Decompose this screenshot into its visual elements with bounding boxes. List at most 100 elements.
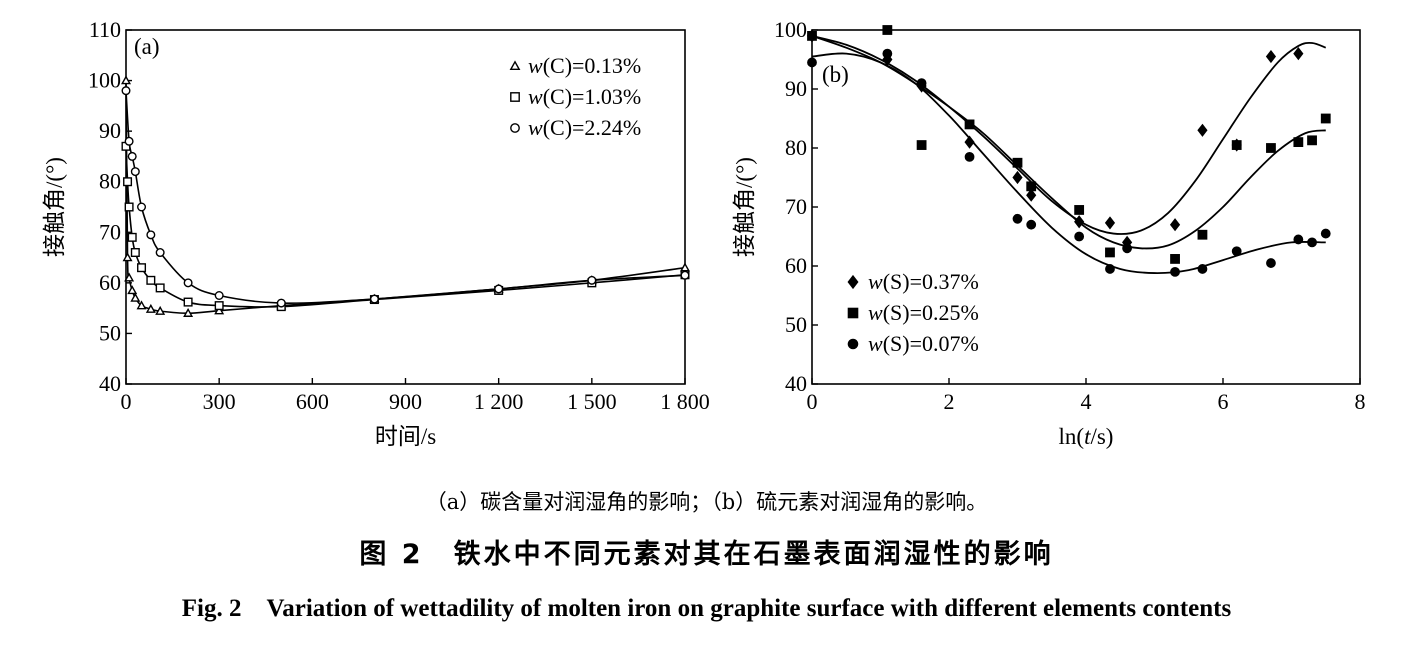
y-tick-label: 90: [99, 118, 121, 143]
data-point: [1320, 228, 1331, 239]
data-point: [124, 202, 134, 212]
figure: 0 300 600 900 1 200 1 500 1 800405060708090100…: [42, 17, 1366, 449]
series-3: [807, 48, 1331, 277]
series-3: [121, 86, 690, 308]
data-point: [127, 285, 138, 295]
y-tick-label: 60: [99, 270, 121, 295]
y-axis-label: 接触角/(°): [42, 157, 67, 257]
x-tick-label: 2: [944, 389, 955, 414]
data-point: [1197, 229, 1208, 240]
x-axis-label: ln(t/s): [1059, 424, 1114, 449]
data-point: [369, 294, 379, 304]
data-point: [276, 298, 286, 308]
x-tick-label: 0: [807, 389, 818, 414]
data-point: [146, 275, 156, 285]
chart-a: 0 300 600 900 1 200 1 500 1 800 40 50 60 70 80 90 100…: [42, 17, 710, 449]
data-point: [1122, 243, 1133, 254]
y-tick-label: 70: [99, 219, 121, 244]
x-axis-label: 时间/s: [375, 424, 436, 449]
fit-curve: [811, 35, 1326, 250]
data-point: [1026, 219, 1037, 230]
data-point: [1012, 170, 1023, 185]
data-point: [121, 86, 131, 96]
y-tick-label: 40: [99, 371, 121, 396]
data-point: [1026, 181, 1037, 192]
data-point: [1026, 188, 1037, 202]
data-point: [130, 248, 140, 258]
data-point: [807, 57, 817, 68]
data-point: [964, 119, 975, 130]
data-point: [155, 283, 165, 293]
data-point: [1074, 231, 1085, 242]
data-point: [916, 78, 927, 89]
data-point: [1266, 258, 1276, 268]
data-point: [680, 262, 690, 272]
legend-marker: [510, 123, 520, 133]
legend-marker: [510, 92, 520, 102]
data-point: [1293, 137, 1304, 147]
legend-entry: w(S)=0.07%: [868, 331, 979, 356]
figure-title-zh: 图 2 铁水中不同元素对其在石墨表面润湿性的影响: [359, 539, 1054, 570]
data-point: [1170, 254, 1180, 264]
data-point: [1170, 266, 1180, 277]
legend-entry: w(C)=1.03%: [528, 84, 641, 109]
data-point: [155, 305, 166, 315]
data-point: [1265, 49, 1277, 64]
subcaption: （a）碳含量对润湿角的影响；（b）硫元素对润湿角的影响。: [425, 490, 988, 514]
x-tick-label: 900: [389, 389, 422, 414]
y-tick-label: 60: [785, 253, 807, 278]
data-point: [127, 232, 137, 242]
data-point: [155, 248, 165, 258]
data-point: [964, 151, 975, 162]
data-point: [1266, 143, 1276, 153]
x-tick-label: 1 500: [567, 389, 617, 414]
y-tick-label: 50: [99, 320, 121, 345]
data-point: [1012, 157, 1023, 168]
y-tick-label: 100: [88, 68, 121, 93]
series-2: [121, 141, 690, 312]
data-point: [1231, 140, 1242, 150]
data-point: [127, 151, 137, 161]
x-tick-label: 0: [121, 389, 132, 414]
y-tick-label: 70: [785, 194, 807, 219]
data-point: [183, 307, 194, 317]
x-tick-label: 600: [296, 389, 329, 414]
data-point: [1320, 113, 1331, 124]
data-point: [916, 140, 927, 150]
x-tick-label: 4: [1081, 389, 1092, 414]
figure-title-en: Fig. 2 Variation of wettadility of molte…: [181, 595, 1232, 622]
data-point: [1104, 216, 1116, 230]
data-point: [1012, 213, 1023, 224]
data-point: [130, 292, 141, 302]
data-point: [1197, 264, 1208, 274]
data-point: [680, 270, 690, 280]
y-tick-label: 90: [785, 76, 807, 101]
data-point: [124, 272, 135, 282]
data-point: [137, 263, 147, 273]
data-point: [882, 25, 893, 35]
panel-label: (b): [822, 62, 849, 87]
data-point: [807, 31, 817, 41]
chart-b: 0 2 4 6 8 40 50 60 70 80 90 100 ln(t/s) 接触角/(°) (b) w(S…: [732, 17, 1366, 449]
data-point: [145, 303, 156, 313]
legend-entry: w(C)=2.24%: [528, 115, 641, 140]
series-1: [806, 29, 1327, 250]
data-point: [1307, 237, 1317, 248]
y-tick-label: 50: [785, 312, 807, 337]
x-tick-label: 6: [1218, 389, 1229, 414]
data-point: [1105, 264, 1115, 274]
data-point: [183, 297, 193, 307]
data-point: [1197, 123, 1208, 137]
y-axis-label: 接触角/(°): [732, 157, 757, 257]
panel-label: (a): [134, 34, 160, 59]
x-tick-label: 1 800: [660, 389, 710, 414]
data-point: [882, 48, 893, 59]
data-point: [1105, 247, 1115, 258]
data-point: [137, 202, 147, 212]
data-point: [1074, 205, 1085, 215]
data-point: [1293, 234, 1304, 245]
data-point: [587, 275, 597, 285]
y-tick-label: 110: [89, 17, 121, 42]
legend-marker: [509, 60, 521, 71]
y-tick-label: 80: [785, 135, 807, 160]
